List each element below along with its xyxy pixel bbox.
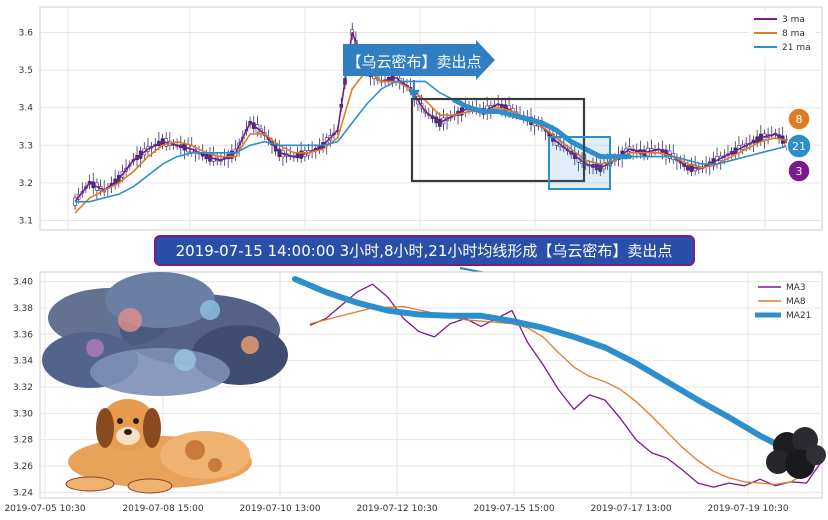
badge-8	[787, 107, 811, 131]
top-series-line-21ma	[75, 80, 791, 203]
bottom-y-tick-label: 3.40	[13, 278, 33, 288]
bottom-series-line-MA21	[292, 276, 825, 459]
highlight-box-blue	[548, 136, 611, 190]
top-chart-panel: 3.1 3.2 3.3 3.4 3.5 3.6 【乌云密布】卖出点 3 ma 8 ma 2…	[19, 6, 823, 231]
badge-8-label: 8	[796, 113, 803, 126]
bottom-y-tick-label: 3.26	[13, 462, 33, 472]
top-y-tick-labels: 3.1 3.2 3.3 3.4 3.5 3.6	[19, 29, 34, 227]
bottom-x-tick-label: 2019-07-05 10:30	[4, 504, 85, 514]
down-arrow	[408, 80, 420, 99]
legend-label-21ma: 21 ma	[782, 43, 811, 53]
small-dark-cloud-illustration	[766, 427, 826, 479]
top-ma-lines	[74, 31, 791, 214]
bottom-y-tick-label: 3.28	[13, 436, 33, 446]
callout-text: 2019-07-15 14:00:00 3小时,8小时,21小时均线形成【乌云密…	[176, 242, 673, 260]
bottom-x-tick-label: 2019-07-17 13:00	[590, 504, 671, 514]
down-arrow-head	[408, 90, 420, 99]
badge-3	[787, 159, 811, 183]
bottom-x-tick-labels: 2019-07-05 10:30 2019-07-08 15:00 2019-07-…	[4, 504, 788, 514]
bottom-x-tick-label: 2019-07-15 15:00	[473, 504, 554, 514]
badge-3-label: 3	[796, 165, 803, 178]
arrow-banner-shape	[343, 40, 495, 80]
bottom-x-tick-label: 2019-07-08 15:00	[122, 504, 203, 514]
bottom-y-tick-labels: 3.24 3.26 3.28 3.30 3.32 3.34 3.36 3.38 3.40	[13, 278, 33, 499]
bottom-ma-lines	[292, 276, 825, 488]
bottom-legend: MA3 MA8 MA21	[755, 283, 811, 321]
top-y-tick-label: 3.1	[19, 216, 33, 226]
bottom-y-tick-label: 3.34	[13, 357, 33, 367]
bottom-y-tick-label: 3.32	[13, 383, 33, 393]
top-y-tick-label: 3.2	[19, 179, 33, 189]
top-y-tick-label: 3.5	[19, 66, 33, 76]
bottom-y-tick-label: 3.38	[13, 304, 33, 314]
bottom-x-tick-label: 2019-07-10 13:00	[239, 504, 320, 514]
legend-label-MA21: MA21	[786, 311, 811, 321]
legend-label-MA3: MA3	[786, 283, 806, 293]
callout-box	[154, 235, 695, 266]
ma-badges: 8 21 3	[786, 107, 812, 183]
legend-label-MA8: MA8	[786, 297, 806, 307]
legend-label-3ma: 3 ma	[782, 15, 805, 25]
bottom-y-tick-label: 3.36	[13, 330, 33, 340]
bottom-chart-panel: 3.24 3.26 3.28 3.30 3.32 3.34 3.36 3.38 3.40 201…	[4, 271, 826, 514]
badge-21-label: 21	[792, 140, 806, 153]
highlight-box-dark	[410, 97, 586, 183]
bottom-series-line-MA3	[309, 283, 823, 488]
top-y-tick-label: 3.3	[19, 141, 33, 151]
bottom-x-tick-label: 2019-07-12 10:30	[356, 504, 437, 514]
top-legend: 3 ma 8 ma 21 ma	[748, 11, 816, 57]
legend-label-8ma: 8 ma	[782, 29, 805, 39]
badge-21	[786, 133, 812, 159]
top-y-tick-label: 3.6	[19, 29, 34, 39]
bottom-x-tick-label: 2019-07-19 10:30	[707, 504, 788, 514]
top-y-tick-label: 3.4	[19, 104, 34, 114]
storm-cloud-illustration	[42, 272, 288, 396]
callout: 2019-07-15 14:00:00 3小时,8小时,21小时均线形成【乌云密…	[154, 235, 695, 285]
bottom-y-tick-label: 3.24	[13, 488, 33, 498]
top-21ma-emphasis	[451, 97, 632, 160]
arrow-banner-text: 【乌云密布】卖出点	[346, 53, 481, 71]
arrow-banner: 【乌云密布】卖出点	[343, 40, 495, 80]
bottom-y-tick-label: 3.30	[13, 409, 33, 419]
dog-illustration	[65, 399, 252, 494]
